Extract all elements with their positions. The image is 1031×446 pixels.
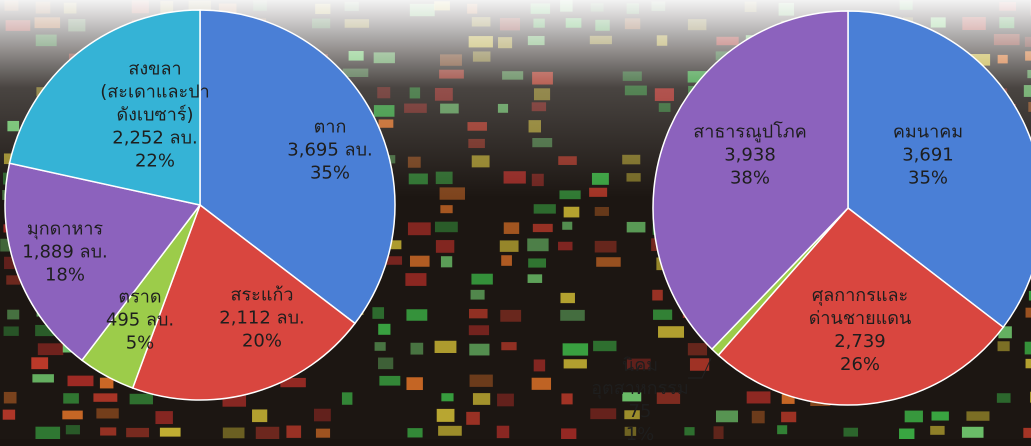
value-label: 2,112 ลบ.	[219, 307, 305, 329]
value-label: 3,691	[902, 144, 954, 166]
percent-label: 20%	[241, 330, 282, 352]
value-label: 3,695 ลบ.	[287, 139, 373, 161]
slice-name: สาธารณูปโภค	[693, 121, 807, 143]
percent-label: 38%	[729, 167, 770, 189]
percent-label: 26%	[839, 354, 881, 375]
slice-label: สงขลา (สะเดาและปา ดังเบซาร์) 2,252 ลบ. 22%	[100, 58, 209, 173]
slice-label: ตราด 495 ลบ. 5%	[106, 286, 174, 355]
pie-slice	[8, 9, 201, 206]
percent-label: 35%	[907, 167, 949, 189]
slice-name: สระแก้ว	[230, 284, 294, 306]
pie-slice	[131, 203, 357, 401]
slice-label: ศุลกากรและ ด่านชายแดน 2,739 26%	[809, 284, 912, 376]
slice-label: ตาก 3,695 ลบ. 35%	[287, 116, 372, 185]
value-label: 495 ลบ.	[105, 309, 175, 331]
slice-name: ตาก	[313, 116, 347, 138]
percent-label: 18%	[44, 264, 85, 286]
slice-label: คมนาคม 3,691 35%	[893, 121, 963, 190]
slice-name: สงขลา (สะเดาและปา ดังเบซาร์)	[100, 58, 210, 126]
slice-name: นิคม อุตสาหกรรม	[591, 355, 689, 399]
value-label: 2,252 ลบ.	[112, 127, 198, 149]
slice-name: ตราด	[118, 286, 162, 308]
percent-label: 1%	[625, 424, 655, 445]
percent-label: 5%	[125, 332, 155, 354]
slice-name: ศุลกากรและ ด่านชายแดน	[808, 285, 912, 329]
value-label: 75	[628, 401, 652, 422]
value-label: 1,889 ลบ.	[22, 241, 108, 263]
pie-slice	[717, 206, 1005, 406]
percent-label: 22%	[134, 150, 175, 172]
value-label: 2,739	[834, 331, 886, 352]
value-label: 3,938	[724, 144, 776, 166]
slice-name: คมนาคม	[892, 121, 964, 143]
slice-label: นิคม อุตสาหกรรม 75 1%	[591, 354, 689, 446]
slice-label: สระแก้ว 2,112 ลบ. 20%	[219, 284, 304, 353]
slice-label: มุกดาหาร 1,889 ลบ. 18%	[22, 218, 107, 287]
pie-slice	[4, 162, 202, 362]
percent-label: 35%	[309, 162, 350, 184]
slice-name: มุกดาหาร	[26, 218, 104, 240]
slice-label: สาธารณูปโภค 3,938 38%	[693, 121, 807, 190]
pie-slice	[199, 9, 396, 325]
pies	[4, 9, 1031, 406]
leader-line	[688, 357, 712, 379]
pie-slice	[652, 10, 849, 351]
